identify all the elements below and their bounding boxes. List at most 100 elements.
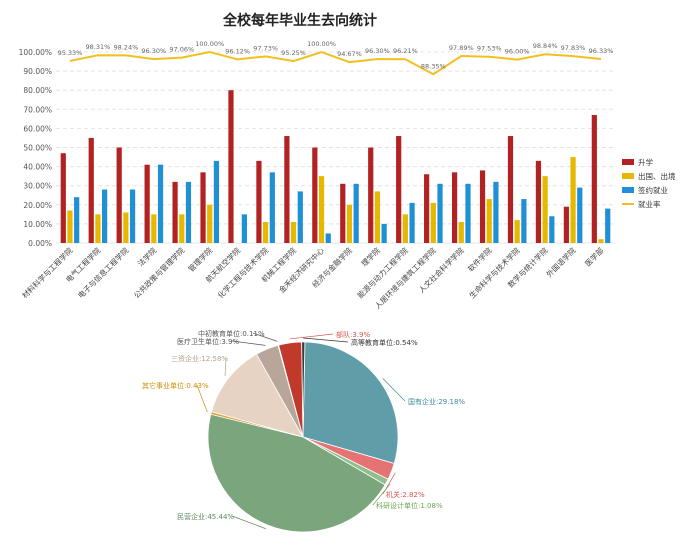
pie-leader-line (231, 515, 266, 530)
bar-出国、出境 (346, 204, 353, 243)
pie-label: 部队:3.9% (336, 330, 370, 339)
legend-label: 升学 (638, 157, 653, 167)
data-label: 100.00% (195, 40, 224, 48)
pie-slice (207, 413, 386, 533)
bar-升学 (340, 183, 346, 243)
y-tick-label: 80.00% (23, 86, 52, 95)
bar-升学 (368, 147, 374, 243)
bar-出国、出境 (402, 214, 408, 243)
data-label: 88.35% (421, 62, 446, 70)
data-label: 97.83% (561, 44, 586, 52)
bar-升学 (60, 153, 66, 243)
pie-leader-line (224, 357, 227, 376)
pie-label: 三资企业:12.58% (171, 354, 228, 363)
x-tick-label: 化学工程与技术学院 (215, 245, 270, 300)
pie-label: 高等教育单位:0.54% (351, 338, 418, 347)
pie-leader-line (231, 340, 266, 346)
bar-出国、出境 (123, 212, 129, 243)
x-tick-label: 法学院 (135, 245, 158, 268)
x-tick-label: 公共政策与管理学院 (131, 245, 186, 300)
pie-slice (301, 341, 306, 438)
bar-升学 (479, 170, 486, 243)
data-label: 100.00% (307, 40, 336, 48)
pie-leader-line (372, 483, 391, 506)
legend-swatch (622, 159, 634, 165)
x-tick-label: 外国语学院 (544, 245, 578, 279)
pie-slice (210, 353, 304, 438)
y-tick-label: 40.00% (23, 163, 52, 172)
pie-leader-line (252, 332, 278, 342)
x-tick-label: 能源与动力工程学院 (355, 245, 410, 300)
bar-签约就业 (213, 160, 220, 243)
bar-签约就业 (129, 189, 136, 243)
x-tick-label: 医学部 (582, 245, 605, 268)
bar-出国、出境 (514, 220, 520, 243)
legend-label: 就业率 (638, 199, 661, 209)
bar-升学 (507, 136, 514, 243)
line-就业率 (69, 50, 602, 76)
bar-出国、出境 (151, 214, 157, 243)
bar-签约就业 (409, 202, 415, 243)
data-label: 96.30% (141, 47, 166, 55)
bar-升学 (451, 172, 458, 243)
bar-出国、出境 (290, 221, 297, 243)
pie-label: 国有企业:29.18% (408, 397, 465, 406)
bar-出国、出境 (263, 221, 269, 243)
bar-出国、出境 (374, 191, 381, 243)
bar-签约就业 (102, 189, 108, 243)
bar-签约就业 (521, 199, 527, 243)
legend-swatch (622, 187, 634, 193)
y-tick-label: 20.00% (23, 201, 52, 210)
data-label: 98.24% (113, 43, 138, 51)
bar-升学 (172, 181, 178, 243)
chart-title: 全校每年毕业生去向统计 (222, 12, 377, 29)
bar-出国、出境 (207, 204, 213, 243)
bar-出国、出境 (179, 214, 185, 243)
pie-slice (302, 341, 399, 465)
x-tick-label: 管理学院 (186, 245, 215, 274)
legend-label: 签约就业 (638, 185, 668, 195)
bar-签约就业 (269, 172, 275, 243)
bar-出国、出境 (486, 199, 492, 243)
bar-升学 (284, 136, 290, 243)
bar-升学 (591, 115, 597, 243)
bar-签约就业 (549, 216, 555, 243)
y-tick-label: 90.00% (23, 67, 52, 76)
bar-升学 (200, 172, 206, 243)
bar-签约就业 (157, 164, 164, 243)
data-label: 96.30% (365, 47, 390, 55)
bar-升学 (144, 164, 150, 243)
bar-签约就业 (297, 191, 303, 243)
data-label: 97.53% (477, 45, 502, 53)
bar-升学 (563, 206, 569, 243)
data-label: 96.12% (225, 47, 250, 55)
bar-出国、出境 (67, 210, 73, 243)
y-tick-label: 60.00% (23, 124, 52, 133)
pie-label: 科研设计单位:1.08% (376, 501, 443, 510)
pie-leader-line (382, 378, 406, 402)
y-tick-label: 0.00% (28, 239, 52, 248)
bar-出国、出境 (430, 202, 436, 243)
legend-swatch (622, 173, 634, 179)
bar-签约就业 (493, 181, 499, 243)
data-label: 98.84% (533, 42, 558, 50)
bar-签约就业 (381, 223, 387, 243)
data-label: 97.89% (449, 44, 474, 52)
bar-签约就业 (241, 214, 247, 243)
bar-升学 (256, 160, 262, 243)
bar-升学 (396, 136, 402, 243)
pie-leader-line (196, 384, 208, 413)
pie-label: 其它事业单位:0.43% (142, 381, 209, 390)
y-tick-label: 100.00% (19, 48, 52, 57)
x-tick-label: 材料科学与工程学院 (20, 245, 75, 300)
bar-chart: 0.00% 10.00% 20.00% 30.00% 40.00% 50.00% 60.00… (19, 40, 676, 311)
bar-签约就业 (325, 233, 331, 243)
pie-label: 医疗卫生单位:3.9% (177, 337, 239, 346)
bar-签约就业 (577, 187, 583, 243)
y-tick-label: 10.00% (23, 220, 52, 229)
bar-签约就业 (437, 183, 443, 243)
bar-出国、出境 (542, 176, 548, 243)
y-tick-label: 70.00% (23, 105, 52, 114)
